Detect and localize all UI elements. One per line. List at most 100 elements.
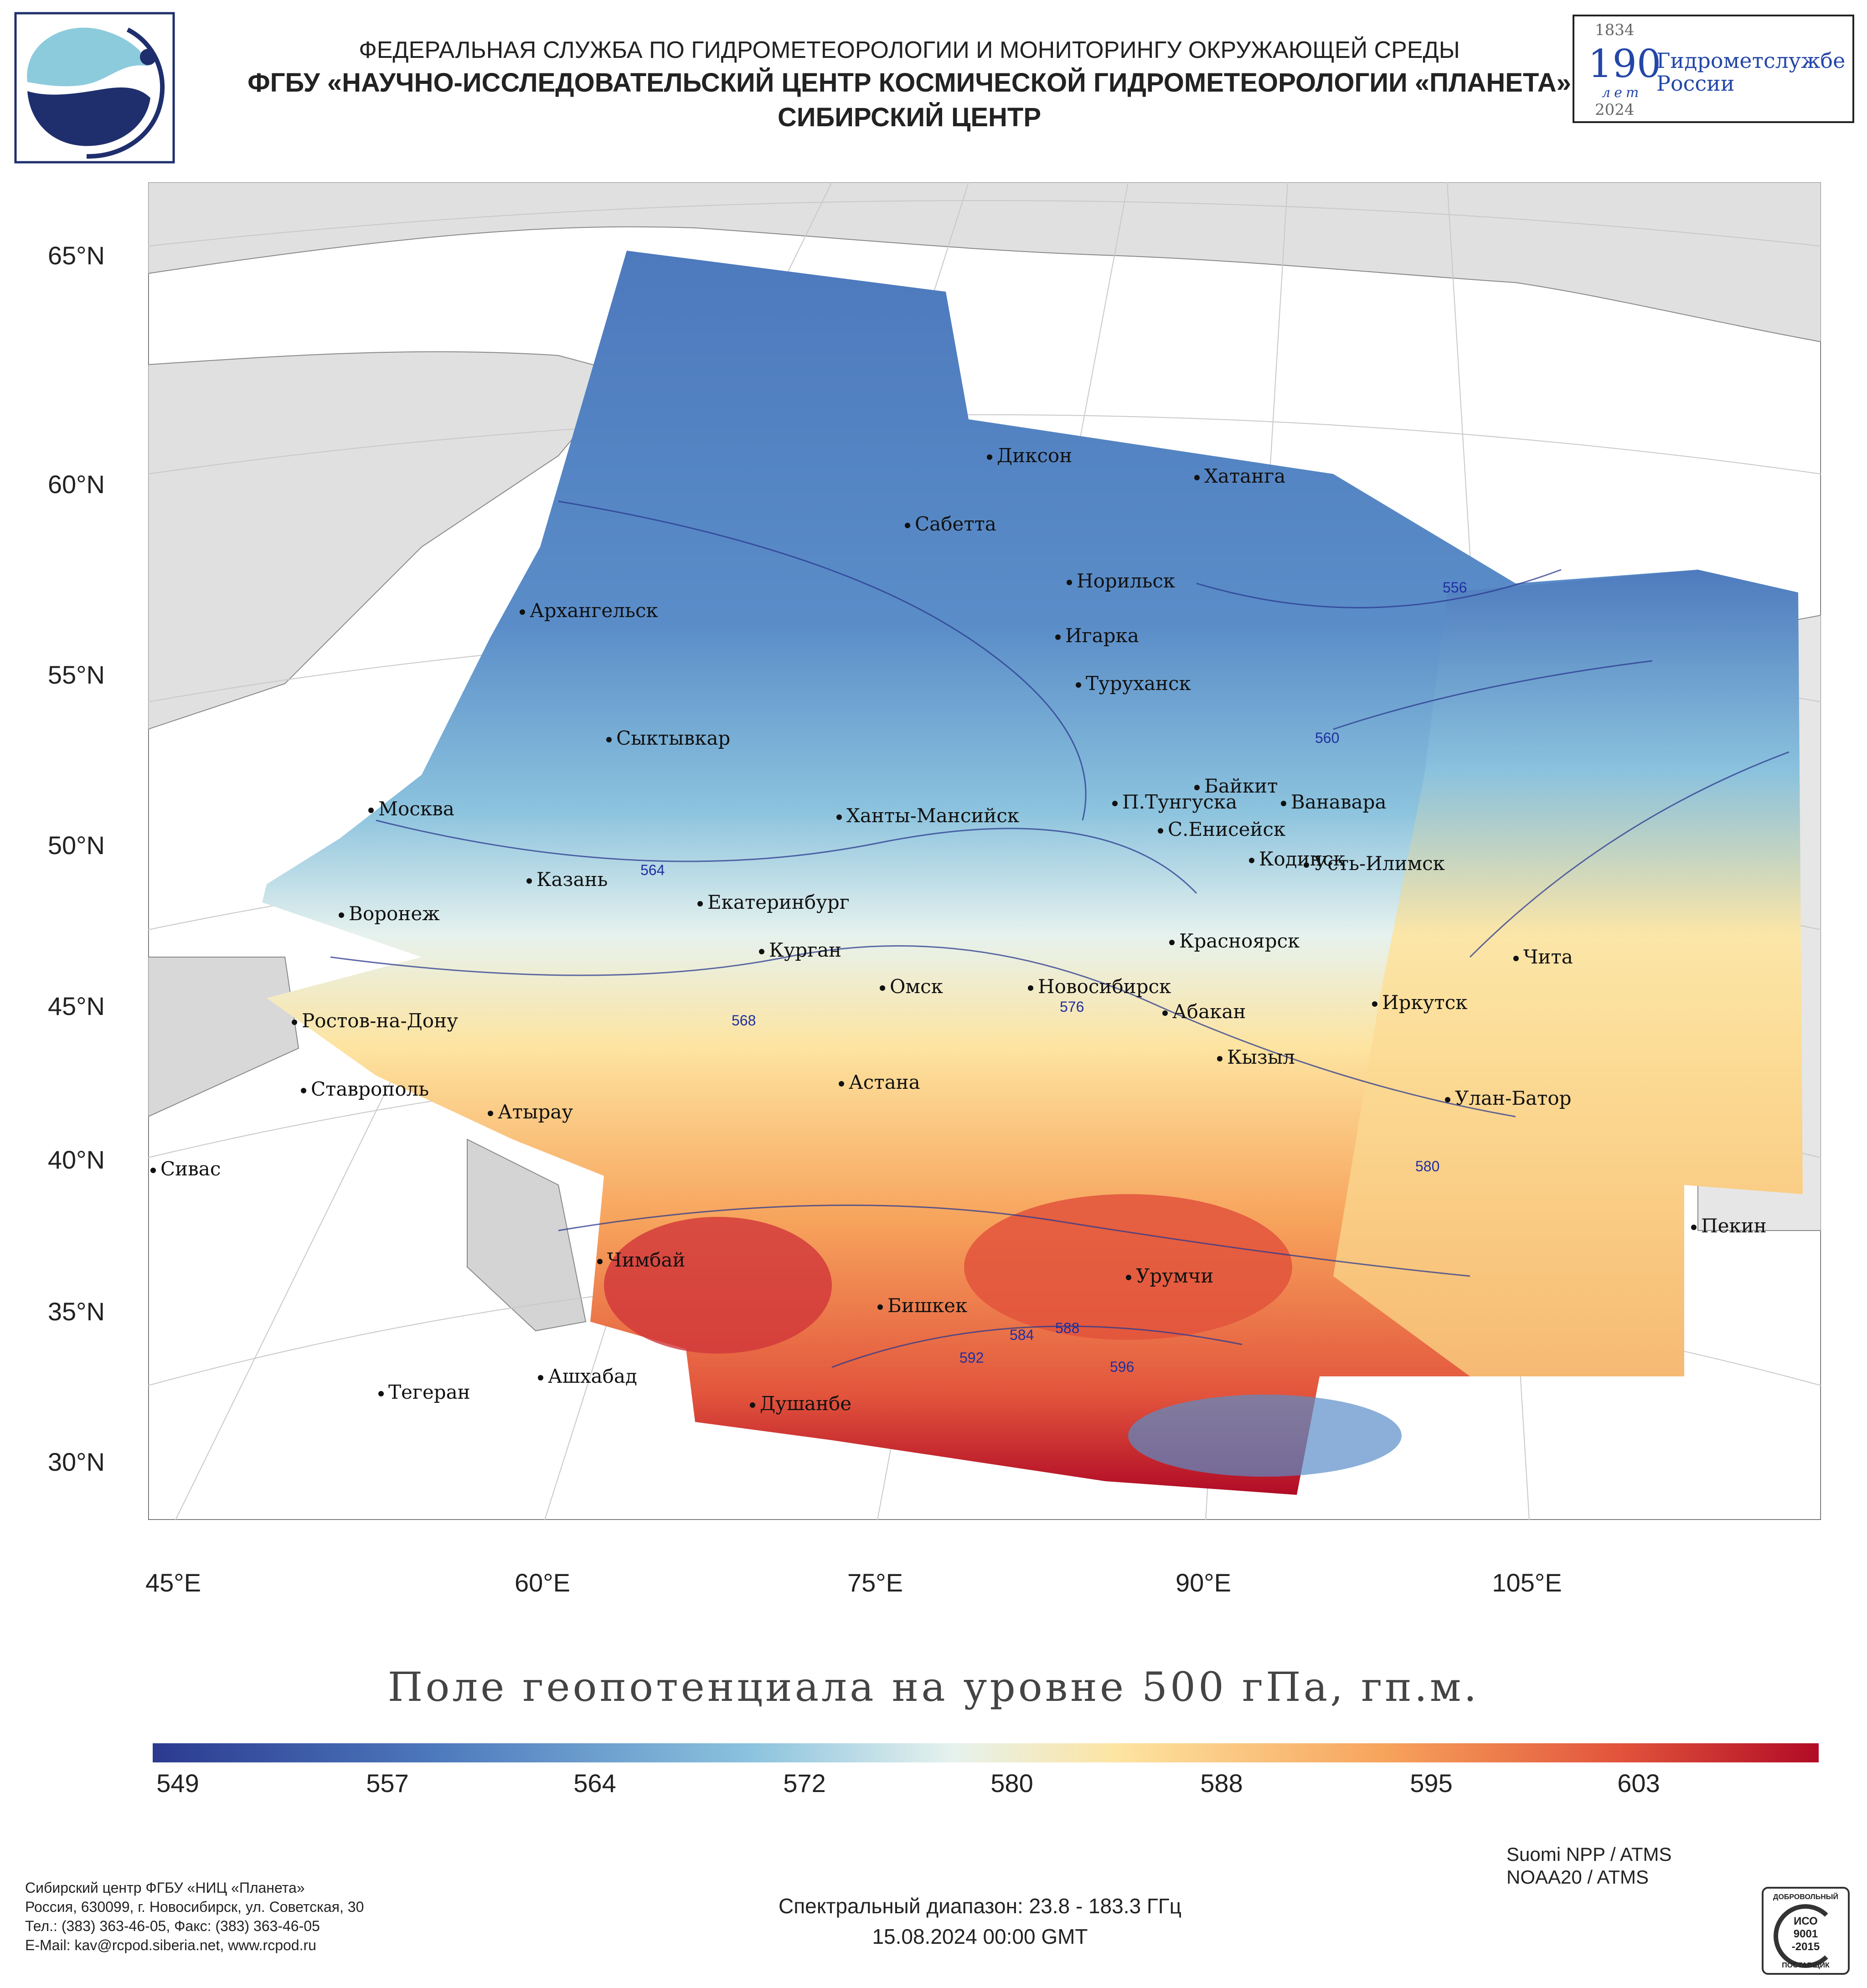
colorbar-tick: 595 (1410, 1769, 1453, 1797)
city-marker: Норильск (1067, 570, 1175, 592)
colorbar-tick: 588 (1200, 1769, 1243, 1797)
contour-label-584: 584 (1010, 1327, 1034, 1343)
iso-top: ДОБРОВОЛЬНЫЙ (1773, 1893, 1838, 1901)
city-marker: Красноярск (1169, 930, 1300, 952)
header-line-2: ФГБУ «НАУЧНО-ИССЛЕДОВАТЕЛЬСКИЙ ЦЕНТР КОС… (248, 68, 1571, 98)
footer-phone: Тел.: (383) 363-46-05, Факс: (383) 363-4… (25, 1918, 320, 1934)
contour-label-580: 580 (1415, 1158, 1439, 1174)
footer-org: Сибирский центр ФГБУ «НИЦ «Планета» (25, 1880, 305, 1896)
iso-bottom: ПОСТАВЩИК (1782, 1962, 1830, 1969)
lat-label-55: 55°N (47, 660, 105, 689)
city-marker: Ростов-на-Дону (292, 1009, 458, 1032)
city-marker: Воронеж (339, 902, 440, 925)
badge-name-1: Гидрометслужбе (1656, 48, 1846, 73)
observation-datetime: 15.08.2024 00:00 GMT (872, 1925, 1088, 1948)
header-line-3: СИБИРСКИЙ ЦЕНТР (777, 103, 1042, 132)
city-marker: Кызыл (1217, 1046, 1295, 1068)
lat-label-45: 45°N (47, 992, 105, 1020)
city-marker: Тегеран (378, 1381, 470, 1403)
city-marker: Ханты-Мансийск (836, 804, 1019, 827)
badge-name-2: России (1656, 71, 1735, 96)
city-marker: Душанбе (750, 1392, 851, 1415)
city-marker: Пекин (1691, 1215, 1767, 1237)
badge-number: 190 (1588, 41, 1661, 86)
spectral-range: Спектральный диапазон: 23.8 - 183.3 ГГц (778, 1894, 1182, 1918)
city-marker: Атырау (488, 1101, 573, 1123)
colorbar-tick: 580 (990, 1769, 1033, 1797)
city-marker: Иркутск (1372, 991, 1467, 1014)
contour-label-588: 588 (1055, 1320, 1079, 1336)
iso-line1: ИСО (1794, 1915, 1818, 1927)
anniversary-badge: 1834 190 лет Гидрометслужбе России 2024 (1573, 15, 1854, 123)
city-marker: Байкит (1194, 775, 1278, 797)
city-marker: Омск (880, 975, 943, 998)
city-marker: Улан-Батор (1445, 1087, 1572, 1109)
colorbar (153, 1743, 1819, 1762)
iso-line2: 9001 (1793, 1928, 1818, 1940)
lat-label-60: 60°N (47, 470, 105, 499)
colorbar-tick: 603 (1617, 1769, 1660, 1797)
satellite-1: Suomi NPP / ATMS (1506, 1844, 1672, 1865)
iso-line3: -2015 (1791, 1941, 1820, 1953)
city-marker: Ставрополь (301, 1078, 429, 1100)
lat-label-30: 30°N (47, 1447, 105, 1476)
lon-label-75: 75°E (847, 1568, 903, 1597)
badge-year-end: 2024 (1595, 101, 1635, 119)
city-marker: Екатеринбург (697, 891, 850, 913)
map-title: Поле геопотенциала на уровне 500 гПа, гп… (387, 1664, 1480, 1710)
city-marker: С.Енисейск (1158, 818, 1285, 840)
contour-label-564: 564 (640, 862, 665, 878)
city-marker: Архангельск (520, 599, 658, 622)
city-marker: Сивас (150, 1158, 221, 1180)
footer-address: Россия, 630099, г. Новосибирск, ул. Сове… (25, 1899, 364, 1915)
iso-badge: ДОБРОВОЛЬНЫЙ ИСО 9001 -2015 ПОСТАВЩИК (1762, 1887, 1850, 1975)
city-marker: Кодинск (1249, 848, 1345, 870)
city-marker: Усть-Илимск (1304, 852, 1445, 875)
contour-label-576: 576 (1060, 999, 1084, 1015)
city-marker: Абакан (1162, 1000, 1246, 1023)
satellite-2: NOAA20 / ATMS (1506, 1866, 1649, 1888)
iso-ring (1774, 1904, 1837, 1968)
city-marker: Чита (1513, 946, 1573, 968)
city-marker: Сыктывкар (606, 727, 730, 749)
lon-label-60: 60°E (514, 1568, 571, 1597)
city-marker: Чимбай (597, 1249, 685, 1271)
lon-label-45: 45°E (145, 1568, 201, 1597)
city-marker: Урумчи (1126, 1265, 1213, 1287)
colorbar-tick: 564 (573, 1769, 616, 1797)
city-marker: Ванавара (1281, 791, 1387, 813)
contour-label-568: 568 (732, 1012, 756, 1029)
contour-label-596: 596 (1110, 1359, 1134, 1375)
footer-email: E-Mail: kav@rcpod.siberia.net, www.rcpod… (25, 1937, 316, 1953)
city-marker: Диксон (987, 444, 1072, 467)
lat-label-50: 50°N (47, 831, 105, 860)
colorbar-tick: 557 (366, 1769, 409, 1797)
city-marker: Новосибирск (1028, 975, 1171, 998)
contour-label-560: 560 (1315, 730, 1339, 746)
colorbar-tick: 572 (783, 1769, 826, 1797)
city-marker: П.Тунгуска (1112, 791, 1237, 813)
city-marker: Астана (839, 1071, 920, 1093)
city-marker: Туруханск (1076, 672, 1191, 695)
city-marker: Сабетта (905, 513, 996, 535)
lat-label-35: 35°N (47, 1297, 105, 1326)
badge-year-start: 1834 (1595, 21, 1635, 39)
lat-label-65: 65°N (47, 241, 105, 270)
lat-label-40: 40°N (47, 1145, 105, 1174)
planeta-logo (14, 12, 175, 164)
city-marker: Бишкек (877, 1294, 967, 1317)
city-marker: Курган (759, 939, 841, 961)
city-marker: Ашхабад (538, 1365, 637, 1387)
city-marker: Игарка (1055, 624, 1139, 647)
city-marker: Хатанга (1194, 465, 1285, 487)
city-marker: Казань (526, 868, 608, 891)
lon-label-90: 90°E (1175, 1568, 1232, 1597)
city-marker: Москва (368, 798, 454, 820)
geopotential-map: 556 560 564 568 576 580 584 588 592 596 (148, 182, 1821, 1520)
badge-years-word: лет (1602, 85, 1643, 101)
colorbar-tick: 549 (156, 1769, 199, 1797)
header-line-1: ФЕДЕРАЛЬНАЯ СЛУЖБА ПО ГИДРОМЕТЕОРОЛОГИИ … (359, 37, 1460, 63)
contour-label-592: 592 (959, 1349, 984, 1366)
lon-label-105: 105°E (1492, 1568, 1562, 1597)
contour-label-556: 556 (1443, 579, 1467, 596)
